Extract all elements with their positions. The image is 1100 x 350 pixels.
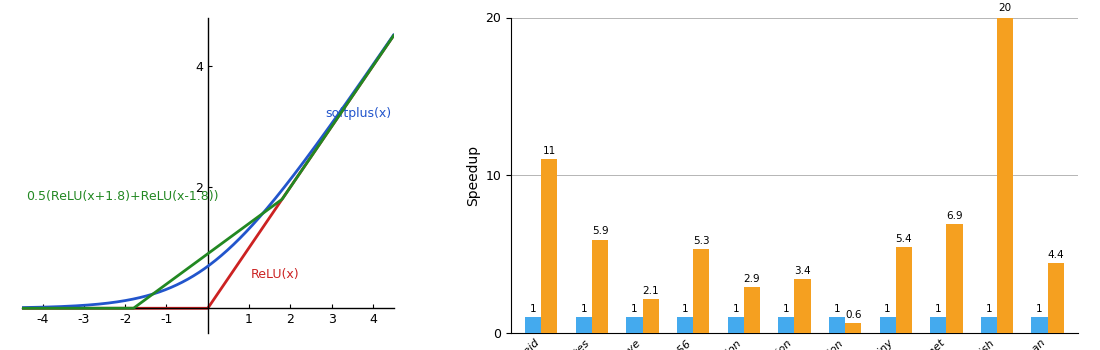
Text: 5.3: 5.3: [693, 236, 710, 246]
Bar: [642, 299, 659, 332]
Text: 6.9: 6.9: [946, 211, 962, 220]
Text: softplus(x): softplus(x): [326, 107, 392, 120]
Bar: [931, 317, 946, 332]
Bar: [1032, 317, 1047, 332]
Bar: [727, 317, 744, 332]
Text: 1: 1: [530, 303, 537, 314]
Text: 1: 1: [935, 303, 942, 314]
Bar: [541, 159, 558, 332]
Bar: [997, 18, 1013, 332]
Bar: [592, 239, 608, 332]
Y-axis label: Speedup: Speedup: [465, 145, 480, 205]
Text: 20: 20: [999, 3, 1012, 13]
Bar: [778, 317, 794, 332]
Text: 1: 1: [834, 303, 840, 314]
Text: 1: 1: [581, 303, 587, 314]
Text: ReLU(x): ReLU(x): [251, 268, 300, 281]
Text: 1: 1: [884, 303, 891, 314]
Text: 0.6: 0.6: [845, 310, 861, 320]
Text: 4.4: 4.4: [1047, 250, 1064, 260]
Bar: [693, 249, 710, 332]
Text: 2.9: 2.9: [744, 274, 760, 284]
Text: 0.5(ReLU(x+1.8)+ReLU(x-1.8)): 0.5(ReLU(x+1.8)+ReLU(x-1.8)): [26, 190, 219, 203]
Bar: [525, 317, 541, 332]
Text: 1: 1: [631, 303, 638, 314]
Text: 1: 1: [1036, 303, 1043, 314]
Bar: [626, 317, 642, 332]
Bar: [575, 317, 592, 332]
Text: 5.9: 5.9: [592, 226, 608, 237]
Text: 3.4: 3.4: [794, 266, 811, 276]
Text: 1: 1: [986, 303, 992, 314]
Bar: [1047, 263, 1064, 332]
Text: 2.1: 2.1: [642, 286, 659, 296]
Bar: [880, 317, 895, 332]
Bar: [829, 317, 845, 332]
Text: 5.4: 5.4: [895, 234, 912, 244]
Bar: [794, 279, 811, 332]
Bar: [981, 317, 997, 332]
Bar: [676, 317, 693, 332]
Bar: [946, 224, 962, 332]
Text: 11: 11: [542, 146, 556, 156]
Bar: [895, 247, 912, 332]
Text: 1: 1: [682, 303, 689, 314]
Legend: w/o transformation, w/ transformation: w/o transformation, w/ transformation: [576, 0, 877, 6]
Text: 1: 1: [783, 303, 790, 314]
Bar: [845, 323, 861, 332]
Text: 1: 1: [733, 303, 739, 314]
Bar: [744, 287, 760, 332]
